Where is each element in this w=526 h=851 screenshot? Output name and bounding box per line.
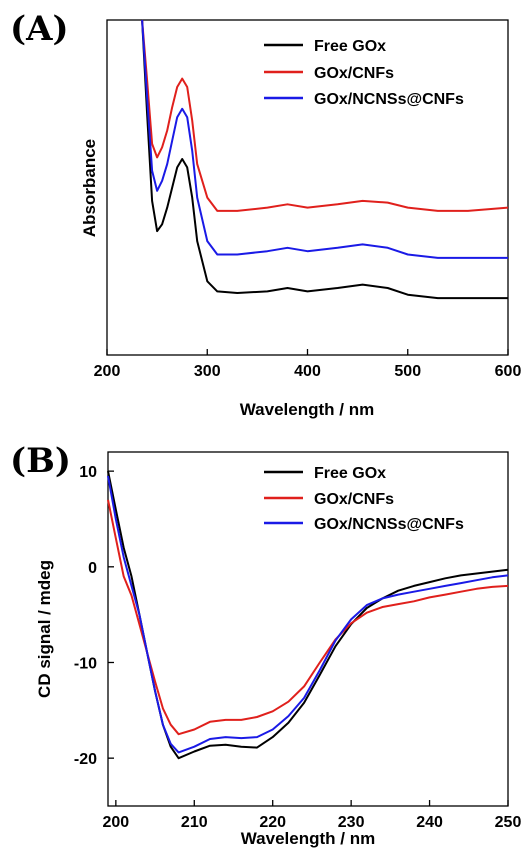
panel-b-y-tick-label: -20 [74, 751, 97, 768]
panel-a-x-tick-label: 300 [194, 363, 221, 380]
panel-b-series-free-gox [107, 470, 509, 760]
panel-b-legend-label-free-gox: Free GOx [314, 465, 386, 482]
panel-b-x-tick-label: 230 [338, 814, 365, 831]
panel-a-x-axis-label: Wavelength / nm [240, 400, 374, 419]
panel-b-x-axis-label: Wavelength / nm [241, 829, 375, 848]
panel-a-x-ticks: 200 300 400 500 600 [94, 349, 522, 380]
panel-a-series-gox-cnfs [141, 19, 509, 212]
panel-a-label: (A) [10, 9, 69, 49]
panel-a-legend: Free GOx GOx/CNFs GOx/NCNSs@CNFs [264, 38, 464, 108]
panel-b-series-gox-ncnss-cnfs [107, 475, 509, 754]
panel-b-legend-label-gox-ncnss-cnfs: GOx/NCNSs@CNFs [314, 516, 464, 533]
panel-b-x-tick-label: 250 [495, 814, 522, 831]
panel-a-series-gox-ncnss-cnfs [141, 19, 508, 259]
panel-b-y-tick-label: -10 [74, 655, 97, 672]
panel-b-series-gox-cnfs [107, 499, 509, 736]
panel-a-legend-label-gox-ncnss-cnfs: GOx/NCNSs@CNFs [314, 91, 464, 108]
panel-a-x-tick-label: 200 [94, 363, 121, 380]
panel-b-label: (B) [10, 441, 71, 481]
panel-a-legend-label-free-gox: Free GOx [314, 38, 386, 55]
panel-a-plot-frame [106, 19, 509, 356]
panel-a-x-tick-label: 500 [394, 363, 421, 380]
panel-a-x-tick-label: 400 [294, 363, 321, 380]
panel-b-plot-frame [107, 451, 509, 807]
panel-b-x-tick-label: 240 [416, 814, 443, 831]
panel-a-series [141, 19, 509, 300]
panel-a-x-tick-label: 600 [495, 363, 522, 380]
panel-b: (B) 200 210 220 230 240 250 -20 -10 0 10 Waveleng… [10, 441, 521, 848]
panel-b-legend-label-gox-cnfs: GOx/CNFs [314, 491, 394, 508]
panel-b-x-tick-label: 220 [259, 814, 286, 831]
panel-a: (A) 200 300 400 500 600 Wavelength / nm Abso… [10, 9, 521, 419]
panel-b-ticks: 200 210 220 230 240 250 -20 -10 0 10 [74, 464, 522, 831]
panel-b-y-tick-label: 10 [79, 464, 97, 481]
panel-b-x-tick-label: 210 [181, 814, 208, 831]
panel-b-x-tick-label: 200 [102, 814, 129, 831]
panel-b-y-axis-label: CD signal / mdeg [35, 560, 54, 698]
panel-a-y-axis-label: Absorbance [80, 139, 99, 237]
panel-b-series [107, 470, 509, 760]
panel-a-series-free-gox [141, 19, 508, 300]
panel-b-legend: Free GOx GOx/CNFs GOx/NCNSs@CNFs [264, 465, 464, 533]
panel-b-y-tick-label: 0 [88, 560, 97, 577]
panel-a-legend-label-gox-cnfs: GOx/CNFs [314, 65, 394, 82]
